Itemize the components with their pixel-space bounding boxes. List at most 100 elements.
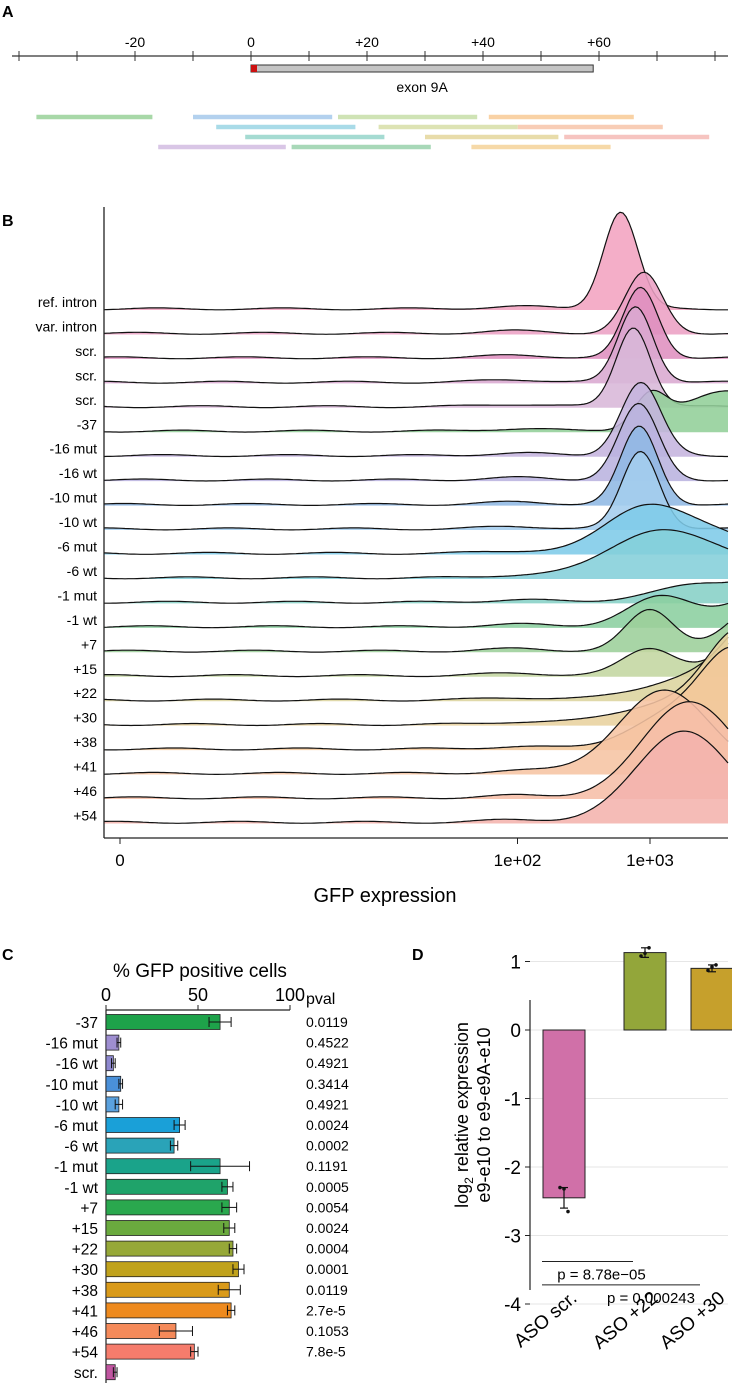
c-pval: 0.3414 bbox=[306, 1076, 349, 1092]
ridge-fill bbox=[104, 287, 728, 359]
d-data-point bbox=[714, 963, 718, 967]
ridge-fill bbox=[104, 731, 728, 824]
c-category-label: +46 bbox=[72, 1324, 98, 1341]
ridge-line bbox=[104, 642, 729, 678]
d-y-tick-label: 1 bbox=[510, 953, 521, 974]
ridge-label: +38 bbox=[73, 734, 97, 750]
ridge-label: -37 bbox=[77, 416, 97, 432]
c-pval: 0.0024 bbox=[306, 1220, 349, 1236]
c-bar bbox=[105, 1240, 234, 1257]
ridge-label: -1 wt bbox=[67, 612, 97, 628]
ridge-line bbox=[103, 402, 729, 482]
ridge-label: +54 bbox=[73, 807, 97, 823]
d-data-point bbox=[639, 954, 643, 958]
c-category-label: -1 mut bbox=[54, 1159, 99, 1176]
ridge-fill bbox=[104, 272, 728, 335]
ridge-label: -6 wt bbox=[67, 563, 97, 579]
c-pval: 7.8e-5 bbox=[306, 1344, 346, 1360]
d-y-axis-title: log2 relative expression bbox=[452, 1022, 476, 1208]
ridge-label: +46 bbox=[73, 783, 97, 799]
axis-tick-label: +20 bbox=[355, 34, 379, 50]
ridge-line bbox=[103, 636, 729, 702]
c-x-tick-label: 100 bbox=[275, 985, 305, 1005]
ridge-fill bbox=[104, 643, 728, 677]
c-bar bbox=[105, 1199, 230, 1216]
c-pval: 2.7e-5 bbox=[306, 1302, 346, 1318]
c-bar bbox=[105, 1014, 221, 1030]
c-bar bbox=[105, 1178, 228, 1195]
x-tick-label: 1e+03 bbox=[626, 851, 674, 870]
c-category-label: +38 bbox=[72, 1283, 98, 1300]
axis-tick-label: +60 bbox=[587, 34, 611, 50]
ridge-line bbox=[103, 529, 729, 580]
ridge-label: -10 mut bbox=[50, 490, 98, 506]
ridge-label: +15 bbox=[73, 661, 97, 677]
exon-start-marker bbox=[251, 65, 257, 72]
panel-a-exon-map: -20 0 +20 +40 +60 exon 9A bbox=[12, 34, 728, 150]
d-y-tick-label: 0 bbox=[510, 1021, 521, 1042]
c-category-label: -10 wt bbox=[56, 1097, 99, 1114]
ridge-line bbox=[103, 594, 729, 629]
c-pval: 0.1053 bbox=[306, 1323, 349, 1339]
c-category-label: -1 wt bbox=[64, 1180, 98, 1197]
c-pval: 0.4921 bbox=[306, 1055, 349, 1071]
ridge-fill bbox=[104, 582, 728, 604]
ridge-line bbox=[103, 381, 728, 458]
c-category-label: -37 bbox=[76, 1015, 98, 1032]
ridge-label: -6 mut bbox=[57, 539, 97, 555]
axis-tick-label: 0 bbox=[247, 34, 255, 50]
ridge-line bbox=[103, 211, 728, 311]
d-data-point bbox=[710, 965, 714, 969]
c-category-label: scr. bbox=[74, 1365, 98, 1382]
ridge-label: -16 wt bbox=[59, 465, 97, 481]
d-y-tick-label: -4 bbox=[504, 1295, 521, 1316]
ridge-line bbox=[103, 286, 729, 360]
ridge-line bbox=[104, 581, 729, 604]
c-category-label: -10 mut bbox=[45, 1077, 98, 1094]
c-pval: 0.0002 bbox=[306, 1138, 349, 1154]
ridge-label: +7 bbox=[81, 636, 97, 652]
ridge-line bbox=[103, 271, 729, 335]
c-category-label: -16 mut bbox=[45, 1036, 98, 1053]
d-bar bbox=[542, 1029, 586, 1199]
c-category-label: +41 bbox=[72, 1303, 98, 1320]
ridge-line bbox=[103, 689, 729, 775]
x-tick-label: 1e+02 bbox=[494, 851, 542, 870]
pval-header: pval bbox=[306, 991, 335, 1008]
exon-label: exon 9A bbox=[396, 79, 448, 95]
c-bar bbox=[105, 1220, 230, 1236]
c-bar bbox=[105, 1137, 175, 1154]
panel-a-label: A bbox=[2, 4, 14, 21]
panel-c-bar-chart: % GFP positive cells pval 0 50 100 -37 0.01… bbox=[45, 961, 349, 1383]
axis-tick-label: -20 bbox=[125, 34, 145, 50]
c-pval: 0.0119 bbox=[306, 1282, 348, 1298]
x-axis-title: GFP expression bbox=[313, 885, 456, 907]
d-y-tick-label: -2 bbox=[504, 1158, 521, 1179]
panel-c-title: % GFP positive cells bbox=[113, 961, 287, 982]
panel-b-label: B bbox=[2, 213, 14, 230]
ridge-line bbox=[103, 503, 729, 555]
panel-b-ridgeline: ref. intron var. intron scr. scr. scr. -37 -16… bbox=[36, 207, 729, 907]
d-bar bbox=[623, 952, 667, 1031]
c-category-label: -6 mut bbox=[54, 1118, 99, 1135]
c-pval: 0.0005 bbox=[306, 1179, 349, 1195]
ridge-label: +22 bbox=[73, 685, 97, 701]
c-pval: 0.0004 bbox=[306, 1241, 349, 1257]
d-data-point bbox=[562, 1187, 566, 1191]
ridge-line bbox=[104, 306, 728, 384]
c-bar bbox=[105, 1117, 180, 1133]
ridge-fill bbox=[104, 212, 728, 310]
panel-d-bar-chart: log2 relative expression e9-e10 to e9-e9… bbox=[452, 946, 732, 1354]
ridge-line bbox=[103, 632, 729, 727]
ridge-line bbox=[103, 701, 729, 800]
ridge-line bbox=[104, 450, 729, 531]
c-pval: 0.0024 bbox=[306, 1117, 349, 1133]
c-category-label: -6 wt bbox=[64, 1139, 98, 1156]
ridge-fill bbox=[104, 306, 728, 384]
c-pval: 0.4921 bbox=[306, 1096, 349, 1112]
c-pval: 0.1191 bbox=[306, 1158, 348, 1174]
c-bar bbox=[105, 1343, 195, 1360]
ridge-line bbox=[103, 425, 729, 506]
axis-tick-label: +40 bbox=[471, 34, 495, 50]
